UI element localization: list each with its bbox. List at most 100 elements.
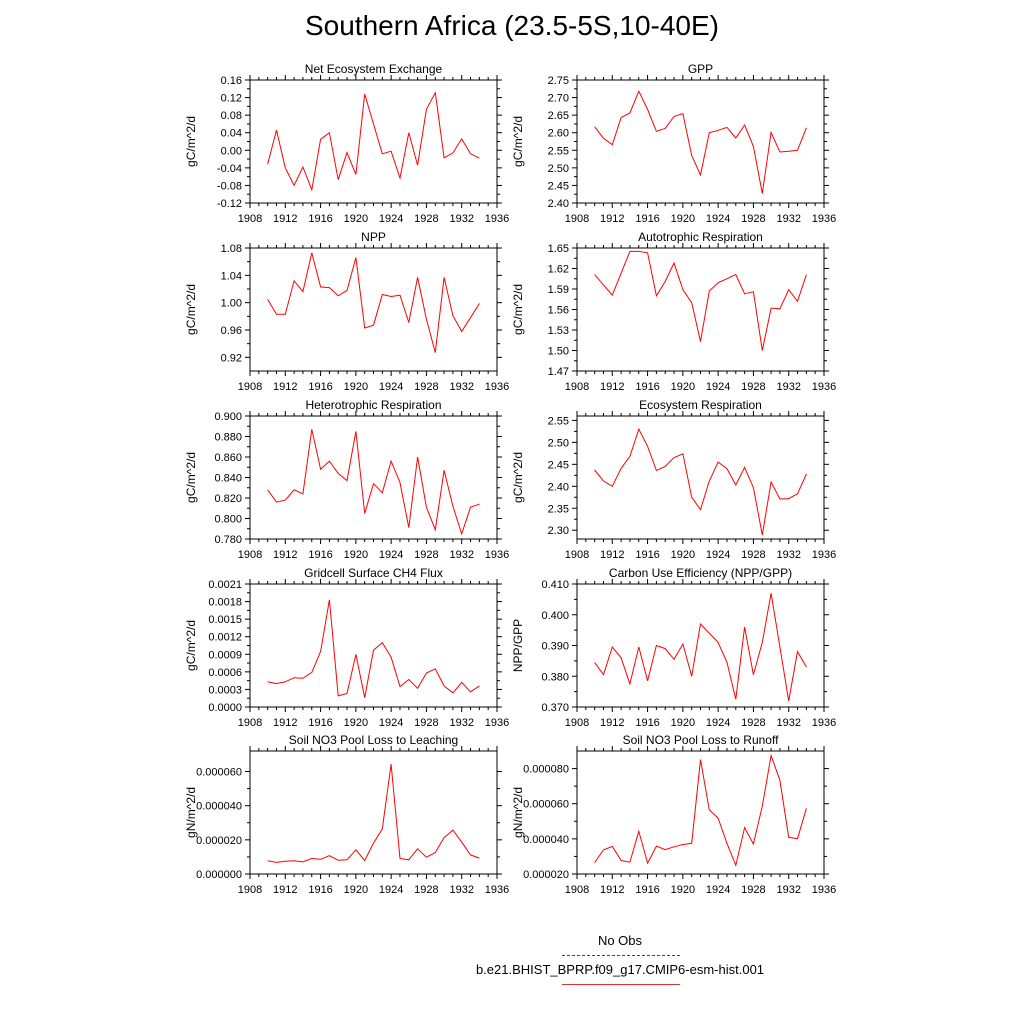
x-tick-label: 1916 bbox=[308, 717, 332, 729]
y-tick-label: 2.65 bbox=[548, 110, 569, 122]
series-line bbox=[594, 753, 807, 868]
series-line bbox=[267, 599, 480, 698]
y-tick-label: 2.45 bbox=[548, 459, 569, 471]
y-tick-label: 0.0021 bbox=[208, 579, 242, 591]
x-tick-label: 1912 bbox=[273, 884, 297, 896]
x-tick-label: 1908 bbox=[565, 213, 589, 225]
y-tick-label: 0.08 bbox=[221, 110, 242, 122]
plot-title: Autotrophic Respiration bbox=[638, 230, 763, 244]
x-tick-label: 1912 bbox=[273, 549, 297, 561]
y-tick-label: 2.50 bbox=[548, 437, 569, 449]
x-tick-label: 1916 bbox=[308, 884, 332, 896]
x-tick-label: 1920 bbox=[344, 884, 368, 896]
plot-title: Ecosystem Respiration bbox=[639, 398, 762, 412]
x-tick-label: 1936 bbox=[812, 549, 836, 561]
x-tick-label: 1920 bbox=[344, 213, 368, 225]
y-tick-label: 0.0018 bbox=[208, 597, 242, 609]
plot-frame bbox=[576, 415, 825, 540]
y-axis-label: gC/m^2/d bbox=[184, 620, 198, 671]
y-tick-label: 0.410 bbox=[541, 579, 569, 591]
x-tick-label: 1920 bbox=[671, 717, 695, 729]
y-tick-label: 2.60 bbox=[548, 128, 569, 140]
y-tick-label: 1.53 bbox=[548, 325, 569, 337]
y-tick-label: 2.50 bbox=[548, 163, 569, 175]
y-tick-label: 2.40 bbox=[548, 198, 569, 210]
series-line bbox=[267, 91, 480, 192]
y-tick-label: 2.40 bbox=[548, 481, 569, 493]
x-tick-label: 1936 bbox=[812, 381, 836, 393]
page-title: Southern Africa (23.5-5S,10-40E) bbox=[304, 10, 719, 41]
series-line bbox=[267, 252, 480, 353]
y-tick-label: 0.92 bbox=[221, 352, 242, 364]
x-tick-label: 1908 bbox=[565, 884, 589, 896]
x-tick-label: 1924 bbox=[379, 549, 403, 561]
plot-frame bbox=[576, 247, 825, 372]
x-tick-label: 1924 bbox=[706, 717, 730, 729]
y-tick-label: 0.000060 bbox=[523, 799, 569, 811]
x-tick-label: 1912 bbox=[273, 213, 297, 225]
y-axis-label: gN/m^2/d bbox=[184, 787, 198, 838]
y-tick-label: 1.59 bbox=[548, 284, 569, 296]
x-tick-label: 1936 bbox=[812, 213, 836, 225]
x-tick-label: 1932 bbox=[449, 884, 473, 896]
x-tick-label: 1928 bbox=[414, 717, 438, 729]
x-tick-label: 1908 bbox=[238, 213, 262, 225]
x-tick-label: 1908 bbox=[238, 381, 262, 393]
y-tick-label: 0.000040 bbox=[196, 801, 242, 813]
x-tick-label: 1924 bbox=[706, 884, 730, 896]
y-tick-label: 0.840 bbox=[214, 473, 242, 485]
y-axis-label: gC/m^2/d bbox=[511, 452, 525, 503]
x-tick-label: 1920 bbox=[344, 717, 368, 729]
plot-title: GPP bbox=[688, 62, 713, 76]
x-tick-label: 1916 bbox=[635, 717, 659, 729]
x-tick-label: 1916 bbox=[308, 381, 332, 393]
y-tick-label: 0.380 bbox=[541, 671, 569, 683]
x-tick-label: 1920 bbox=[344, 549, 368, 561]
x-tick-label: 1912 bbox=[600, 884, 624, 896]
y-axis-label: gC/m^2/d bbox=[184, 284, 198, 335]
x-tick-label: 1908 bbox=[238, 717, 262, 729]
x-tick-label: 1928 bbox=[741, 549, 765, 561]
y-tick-label: 2.55 bbox=[548, 415, 569, 427]
y-axis-label: gC/m^2/d bbox=[184, 452, 198, 503]
y-tick-label: 1.65 bbox=[548, 243, 569, 255]
x-tick-label: 1932 bbox=[776, 381, 800, 393]
y-tick-label: 1.08 bbox=[221, 243, 242, 255]
y-tick-label: 0.00 bbox=[221, 145, 242, 157]
y-tick-label: 0.0009 bbox=[208, 649, 242, 661]
x-tick-label: 1928 bbox=[414, 549, 438, 561]
plot-title: NPP bbox=[361, 230, 386, 244]
x-tick-label: 1916 bbox=[308, 549, 332, 561]
x-tick-label: 1936 bbox=[812, 884, 836, 896]
plot-title: Heterotrophic Respiration bbox=[305, 398, 441, 412]
x-tick-label: 1924 bbox=[706, 381, 730, 393]
x-tick-label: 1916 bbox=[635, 381, 659, 393]
x-tick-label: 1928 bbox=[414, 213, 438, 225]
x-tick-label: 1920 bbox=[671, 884, 695, 896]
y-tick-label: 0.800 bbox=[214, 514, 242, 526]
y-axis-label: gC/m^2/d bbox=[184, 116, 198, 167]
x-tick-label: 1916 bbox=[635, 213, 659, 225]
x-tick-label: 1936 bbox=[485, 717, 509, 729]
y-tick-label: 0.820 bbox=[214, 493, 242, 505]
y-tick-label: -0.12 bbox=[217, 198, 242, 210]
series-line bbox=[594, 250, 807, 351]
series-line bbox=[594, 89, 807, 194]
y-tick-label: 0.0003 bbox=[208, 684, 242, 696]
x-tick-label: 1932 bbox=[449, 381, 473, 393]
y-tick-label: -0.04 bbox=[217, 163, 242, 175]
y-tick-label: 0.16 bbox=[221, 75, 242, 87]
x-tick-label: 1924 bbox=[706, 549, 730, 561]
x-tick-label: 1912 bbox=[600, 381, 624, 393]
y-tick-label: 1.47 bbox=[548, 366, 569, 378]
x-tick-label: 1920 bbox=[671, 381, 695, 393]
x-tick-label: 1924 bbox=[379, 213, 403, 225]
y-tick-label: 0.0015 bbox=[208, 614, 242, 626]
y-axis-label: gC/m^2/d bbox=[511, 284, 525, 335]
legend-model-line bbox=[562, 984, 680, 985]
x-tick-label: 1932 bbox=[776, 717, 800, 729]
x-tick-label: 1908 bbox=[565, 381, 589, 393]
y-tick-label: 0.390 bbox=[541, 641, 569, 653]
series-line bbox=[267, 764, 480, 863]
y-tick-label: 1.04 bbox=[221, 270, 242, 282]
